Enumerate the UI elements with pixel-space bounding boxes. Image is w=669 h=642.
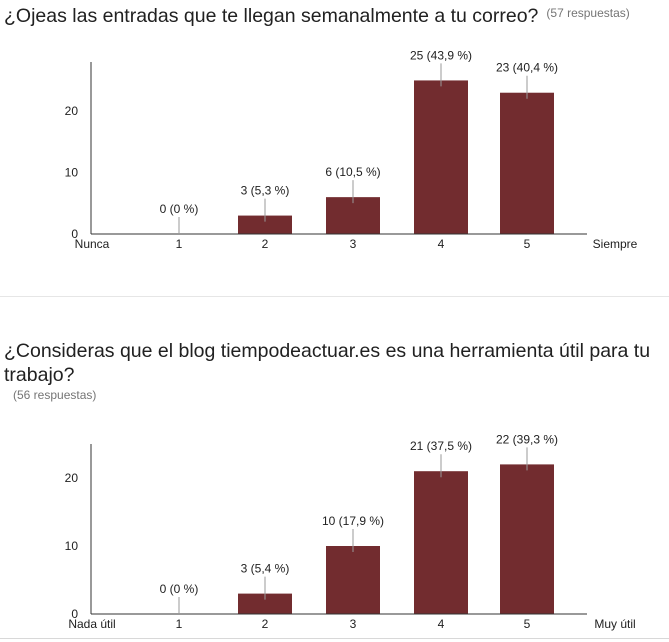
bar <box>238 593 292 614</box>
data-label: 0 (0 %) <box>160 202 199 216</box>
x-tick-label: 2 <box>262 237 269 251</box>
scale-low-label: Nunca <box>75 237 110 251</box>
question-title: ¿Ojeas las entradas que te llegan semana… <box>4 1 630 28</box>
scale-low-label: Nada útil <box>68 617 115 631</box>
data-label: 3 (5,3 %) <box>241 184 290 198</box>
question-card-2: ¿Consideras que el blog tiempodeactuar.e… <box>0 296 669 642</box>
data-label: 0 (0 %) <box>160 582 199 596</box>
y-tick-label: 20 <box>65 471 79 485</box>
x-tick-label: 4 <box>438 617 445 631</box>
data-label: 25 (43,9 %) <box>410 48 472 62</box>
question-title-line-2: trabajo? <box>4 364 75 386</box>
bar <box>414 471 468 614</box>
y-tick-label: 0 <box>71 607 78 621</box>
y-tick-label: 10 <box>65 539 79 553</box>
response-count: (56 respuestas) <box>13 388 97 402</box>
x-tick-label: 3 <box>350 617 357 631</box>
bar <box>326 197 380 234</box>
data-label: 3 (5,4 %) <box>241 562 290 576</box>
x-tick-label: 5 <box>524 617 531 631</box>
bar <box>238 215 292 234</box>
scale-high-label: Siempre <box>593 237 638 251</box>
data-label: 23 (40,4 %) <box>496 61 558 75</box>
x-tick-label: 4 <box>438 237 445 251</box>
bar <box>500 464 554 614</box>
data-label: 6 (10,5 %) <box>325 165 380 179</box>
response-count: (57 respuestas) <box>546 6 630 20</box>
bottom-divider <box>0 638 669 639</box>
x-tick-label: 1 <box>176 617 183 631</box>
x-tick-label: 5 <box>524 237 531 251</box>
x-tick-label: 1 <box>176 237 183 251</box>
scale-high-label: Muy útil <box>594 617 635 631</box>
y-tick-label: 0 <box>71 227 78 241</box>
bar <box>500 92 554 234</box>
question-title: ¿Consideras que el blog tiempodeactuar.e… <box>4 339 650 387</box>
bar <box>326 546 380 614</box>
x-tick-label: 3 <box>350 237 357 251</box>
bar <box>414 80 468 234</box>
question-card-1: ¿Ojeas las entradas que te llegan semana… <box>0 0 669 296</box>
data-label: 10 (17,9 %) <box>322 514 384 528</box>
y-tick-label: 20 <box>65 104 79 118</box>
data-label: 21 (37,5 %) <box>410 439 472 453</box>
question-title-line-1: ¿Consideras que el blog tiempodeactuar.e… <box>4 340 651 362</box>
y-tick-label: 10 <box>65 166 79 180</box>
x-tick-label: 2 <box>262 617 269 631</box>
data-label: 22 (39,3 %) <box>496 432 558 446</box>
question-title-text: ¿Ojeas las entradas que te llegan semana… <box>4 5 539 27</box>
bar-chart-1: 0 10 20 1 2 3 4 5 Nunca Siempre 0 (0 %) 3 (5,3 %) 6 … <box>65 48 638 251</box>
bar-chart-2: 0 10 20 1 2 3 4 5 Nada útil Muy útil 0 (0 %) 3 (5,4… <box>65 432 636 631</box>
